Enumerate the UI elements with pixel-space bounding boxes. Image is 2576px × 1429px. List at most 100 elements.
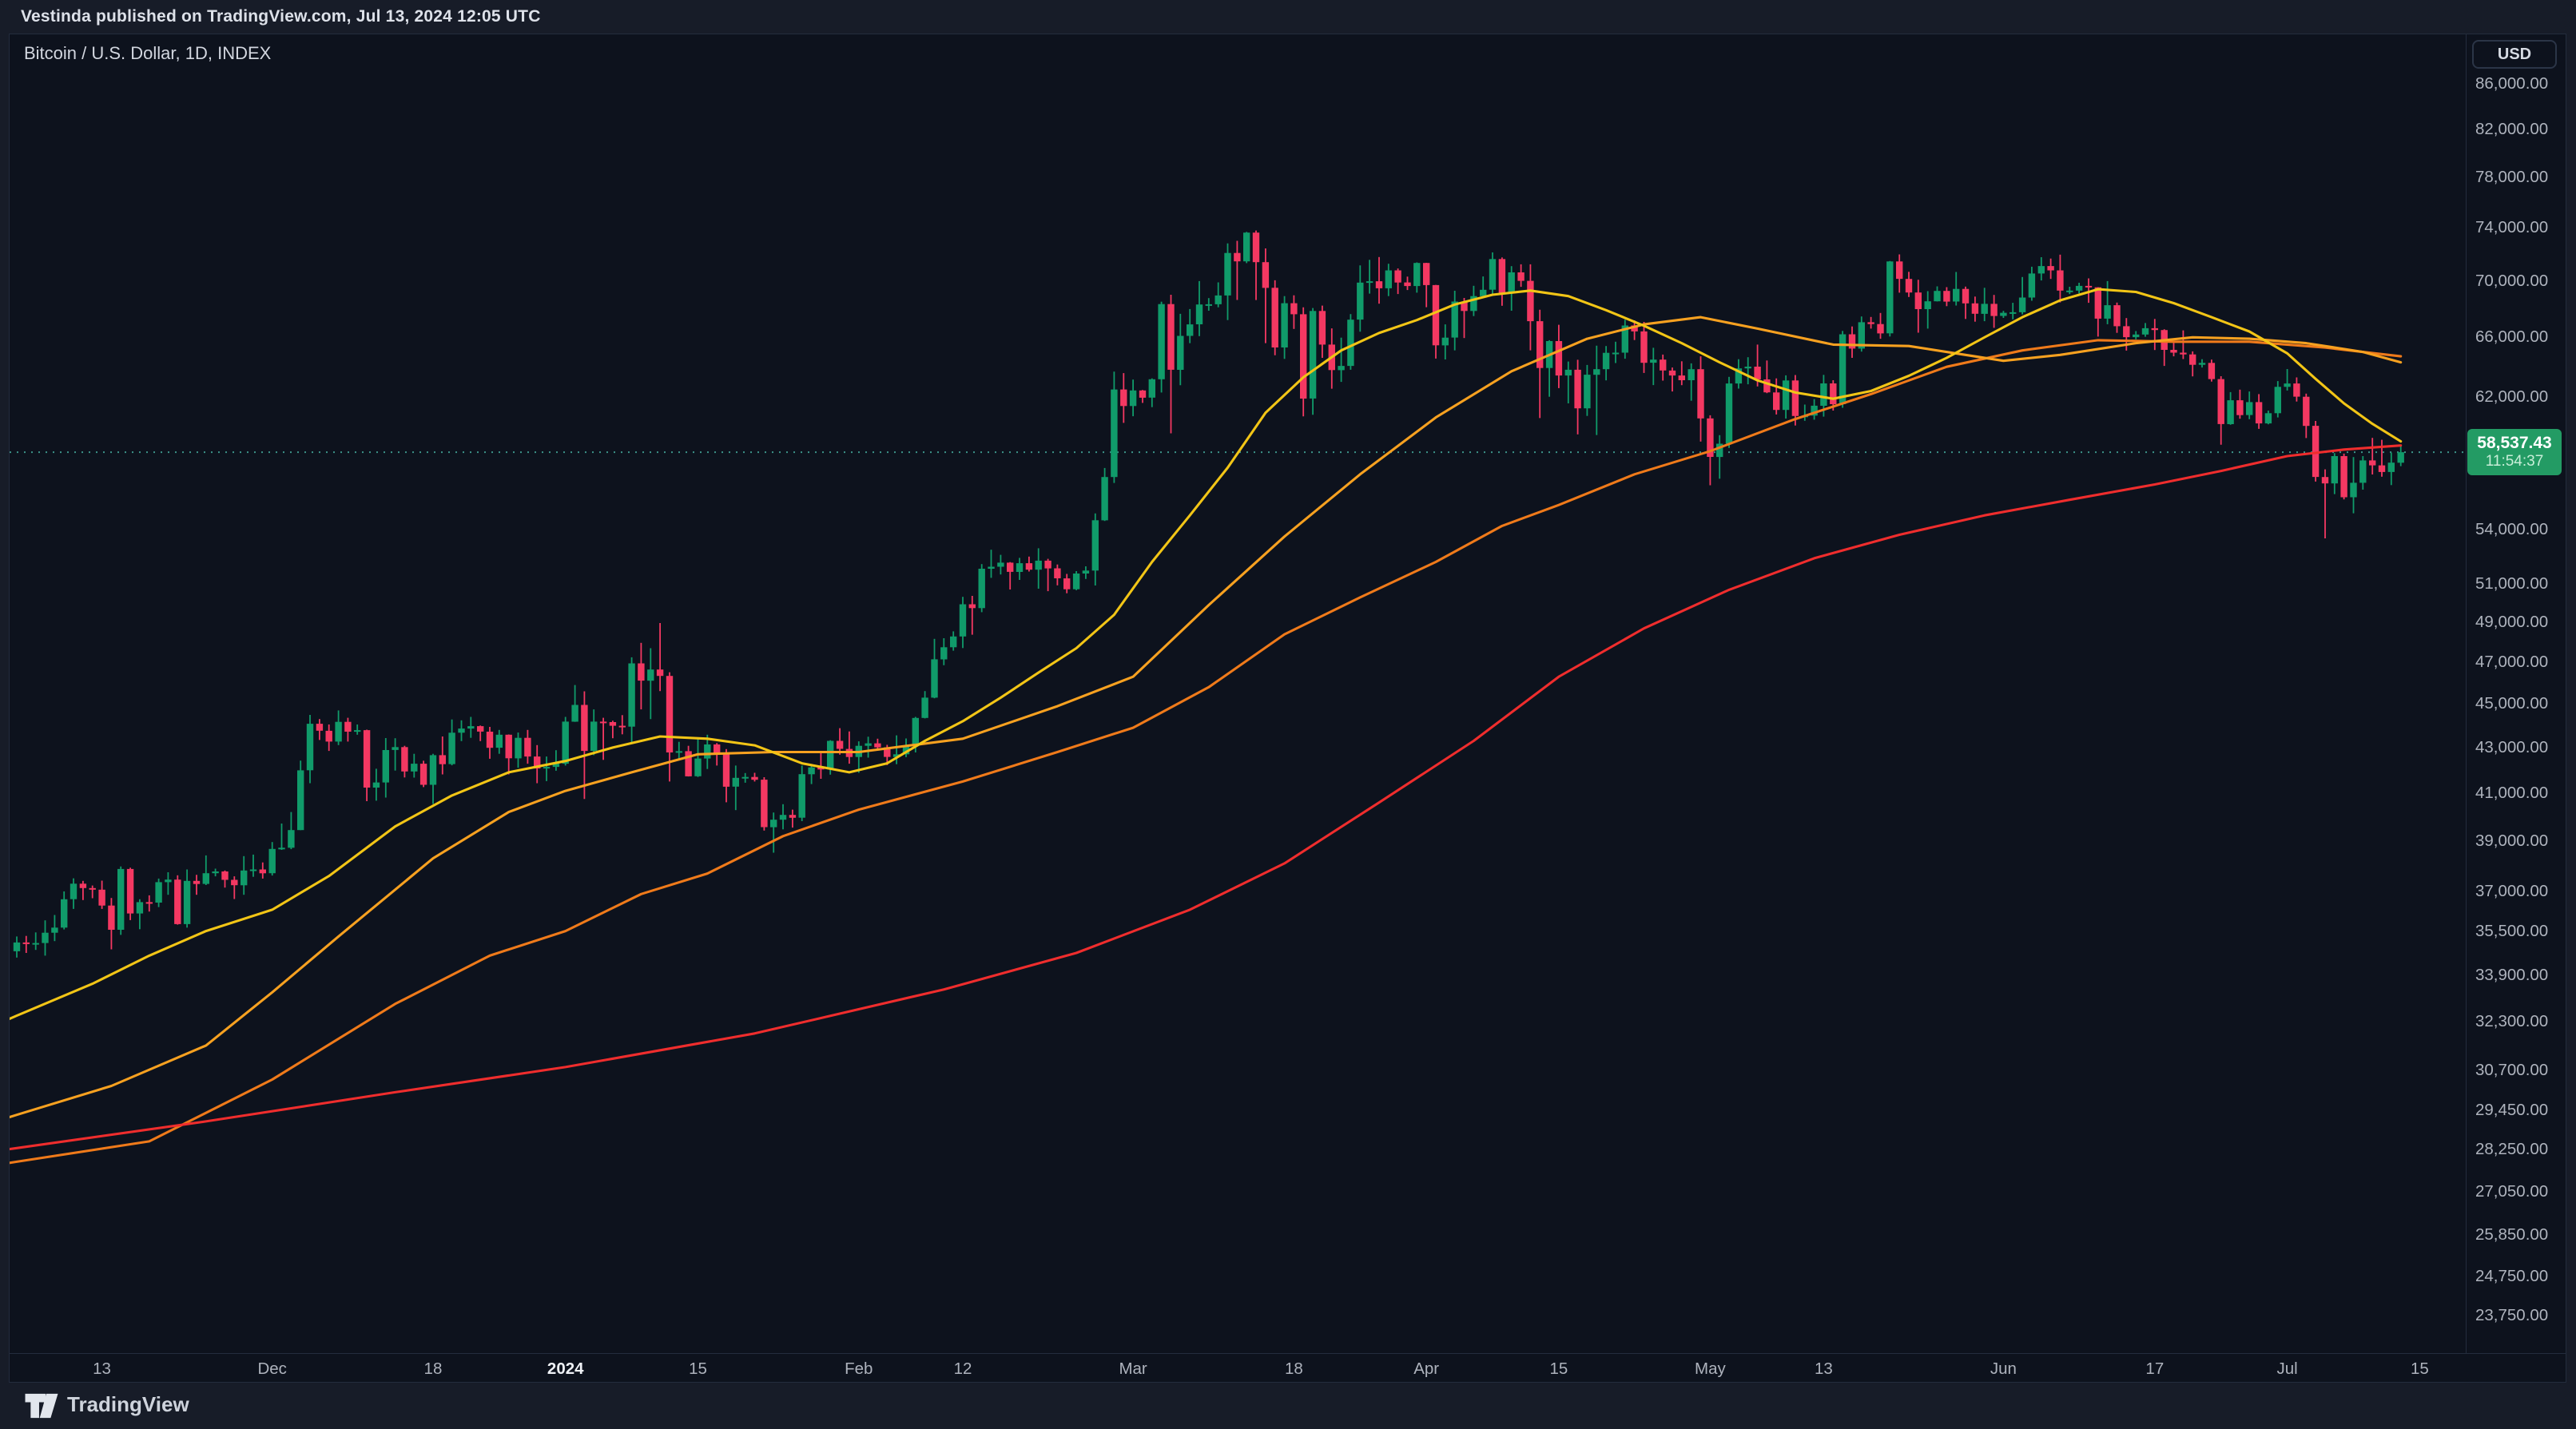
time-tick-label: Jul — [2276, 1360, 2298, 1378]
price-tick-label: 82,000.00 — [2475, 120, 2549, 139]
candle-body — [335, 721, 342, 742]
candle-body — [1007, 562, 1014, 572]
candle-body — [2378, 465, 2386, 472]
candle-body — [2312, 426, 2320, 478]
time-tick-label: 17 — [2145, 1360, 2165, 1378]
time-tick-label-year: 2024 — [547, 1360, 584, 1378]
candle-body — [1584, 375, 1591, 409]
candle-body — [2387, 462, 2395, 472]
price-axis[interactable]: USD 86,000.00 82,000.00 78,000.00 74,000.00… — [2467, 34, 2566, 1353]
current-price-value: 58,537.43 — [2477, 433, 2552, 452]
candle-body — [1451, 301, 1458, 338]
time-tick-label: Dec — [257, 1360, 287, 1378]
price-tick-label: 51,000.00 — [2475, 574, 2549, 593]
candle-body — [363, 730, 371, 788]
symbol-title: Bitcoin / U.S. Dollar, 1D, INDEX — [24, 43, 272, 63]
time-axis[interactable]: 13 Dec 18 2024 15 Feb 12 Mar 18 Apr 15 May 13 Jun 17 Ju… — [10, 1354, 2566, 1383]
candle-body — [1811, 405, 1818, 416]
candle-body — [268, 848, 276, 874]
candle-body — [1177, 335, 1184, 370]
candle-body — [1971, 303, 1979, 314]
candle-body — [241, 870, 248, 886]
candle-body — [552, 764, 560, 768]
ma-amber-line — [10, 316, 2403, 1119]
candle-body — [136, 902, 144, 914]
candle-body — [1082, 570, 1090, 574]
candle-body — [524, 737, 531, 757]
candle-body — [1489, 259, 1497, 290]
time-tick-label: 15 — [2410, 1360, 2429, 1378]
tradingview-logo-icon[interactable] — [24, 1390, 59, 1422]
candle-body — [892, 754, 900, 757]
candle-body — [2189, 354, 2196, 365]
candle-body — [1290, 303, 1298, 315]
price-tick-label: 70,000.00 — [2475, 271, 2549, 290]
candle-body — [1962, 288, 1970, 304]
candle-body — [950, 636, 957, 648]
candle-body — [2198, 363, 2206, 365]
candle-body — [798, 774, 805, 818]
candle-body — [1432, 284, 1440, 346]
candle-body — [2018, 297, 2026, 312]
price-tick-label: 28,250.00 — [2475, 1140, 2549, 1159]
candle-body — [126, 868, 134, 914]
candle-body — [921, 697, 928, 718]
candle-body — [1234, 252, 1241, 262]
candle-body — [2264, 413, 2272, 424]
candle-body — [165, 879, 172, 883]
candle-body — [2303, 396, 2310, 427]
candle-body — [779, 815, 787, 820]
candle-body — [32, 943, 39, 945]
candle-body — [2350, 482, 2357, 498]
candle-body — [1404, 282, 1411, 287]
candle-body — [714, 744, 721, 754]
candle-body — [2057, 270, 2064, 291]
price-tick-label: 74,000.00 — [2475, 218, 2549, 237]
candle-body — [543, 767, 551, 769]
candle-body — [1791, 380, 1799, 416]
candle-body — [988, 566, 995, 569]
candle-body — [997, 562, 1004, 567]
candle-body — [1016, 563, 1024, 572]
candle-body — [515, 737, 522, 759]
candle-body — [2028, 273, 2036, 298]
price-tick-label: 33,900.00 — [2475, 965, 2549, 984]
candle-body — [2321, 477, 2329, 484]
candle-body — [694, 758, 702, 776]
candle-body — [117, 868, 125, 930]
candle-body — [372, 782, 380, 788]
attribution-text: Vestinda published on TradingView.com, J… — [21, 7, 541, 26]
time-axis-divider — [10, 1353, 2566, 1354]
candle-body — [1224, 252, 1231, 296]
candle-body — [1252, 232, 1260, 263]
candle-body — [1848, 334, 1856, 349]
candle-body — [193, 880, 201, 884]
candle-body — [1413, 263, 1421, 287]
time-tick-label: May — [1694, 1360, 1726, 1378]
candle-body — [741, 776, 749, 779]
candle-body — [495, 734, 503, 748]
candle-body — [1385, 270, 1392, 288]
candle-body — [1357, 282, 1364, 320]
candle-body — [392, 747, 399, 750]
candle-body — [145, 902, 153, 904]
candle-body — [1338, 366, 1345, 371]
candle-body — [2151, 327, 2158, 331]
candlestick-plot[interactable] — [10, 34, 2465, 1352]
candle-body — [1309, 311, 1317, 399]
candle-body — [401, 747, 408, 772]
candle-body — [1044, 560, 1051, 569]
chart-container — [9, 34, 2566, 1383]
price-tick-label: 24,750.00 — [2475, 1267, 2549, 1286]
candle-body — [2284, 383, 2291, 387]
candle-body — [439, 755, 446, 764]
candle-body — [2141, 327, 2149, 335]
candle-body — [1300, 314, 1307, 399]
currency-button[interactable]: USD — [2472, 40, 2557, 69]
candle-body — [1564, 369, 1572, 376]
candle-body — [770, 820, 777, 828]
candle-body — [836, 740, 844, 749]
candle-body — [231, 879, 238, 886]
candle-body — [685, 751, 692, 776]
candle-body — [1517, 272, 1525, 281]
